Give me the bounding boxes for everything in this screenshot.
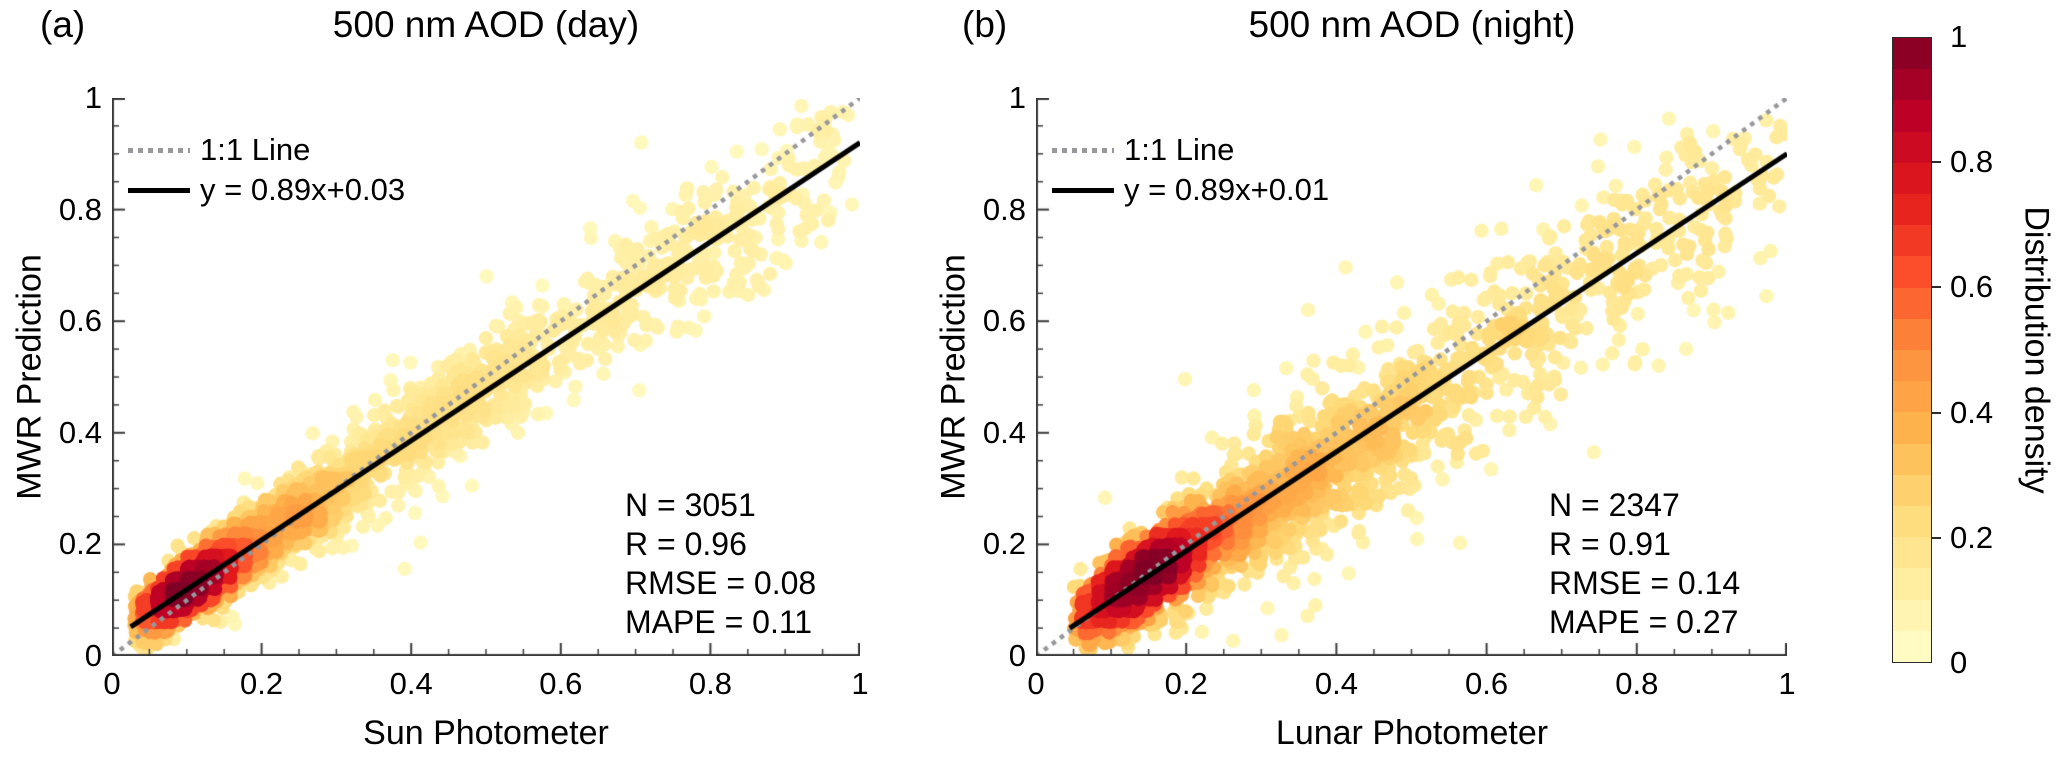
colorbar-tick-mark xyxy=(1932,286,1941,289)
colorbar-tick-mark xyxy=(1932,411,1941,414)
panel-night-xlabel: Lunar Photometer xyxy=(1275,714,1549,752)
colorbar-segment xyxy=(1893,162,1931,195)
x-tick-label: 0.4 xyxy=(389,666,433,701)
legend-fit-label: y = 0.89x+0.03 xyxy=(200,172,406,207)
colorbar-tick-mark xyxy=(1932,161,1941,164)
panel-night-corner-label: (b) xyxy=(962,4,1008,45)
y-tick-label: 0 xyxy=(84,638,102,673)
panel-night-legend: 1:1 Line y = 0.89x+0.01 xyxy=(1052,132,1329,208)
x-tick-label: 0.6 xyxy=(1465,666,1509,701)
stat-rmse: RMSE = 0.14 xyxy=(1549,565,1741,601)
panel-day-legend: 1:1 Line y = 0.89x+0.03 xyxy=(128,132,405,208)
panel-night-stats-box: N = 2347 R = 0.91 RMSE = 0.14 MAPE = 0.2… xyxy=(1549,486,1740,642)
colorbar xyxy=(1892,37,1932,663)
colorbar-segment xyxy=(1893,225,1931,257)
colorbar-tick-label: 0.2 xyxy=(1950,519,1994,555)
colorbar-segment xyxy=(1893,537,1931,569)
stat-mape: MAPE = 0.11 xyxy=(625,604,813,640)
colorbar-segment xyxy=(1893,100,1931,132)
identity-line-sample xyxy=(1052,147,1114,153)
stat-n: N = 2347 xyxy=(1549,487,1680,523)
panel-night-plot-area: 1:1 Line y = 0.89x+0.01 N = 2347 R = 0.9… xyxy=(983,80,1796,701)
y-tick-label: 0.4 xyxy=(982,414,1026,450)
colorbar-tick-mark xyxy=(1932,536,1941,539)
colorbar-segment xyxy=(1893,630,1931,663)
x-tick-label: 0 xyxy=(103,666,121,701)
colorbar-segment xyxy=(1893,381,1931,413)
colorbar-segment xyxy=(1893,38,1931,70)
fit-line-sample xyxy=(128,187,190,193)
stat-n: N = 3051 xyxy=(625,487,756,523)
colorbar-tick-label: 0.8 xyxy=(1950,144,1994,180)
panel-day-stats-box: N = 3051 R = 0.96 RMSE = 0.08 MAPE = 0.1… xyxy=(625,486,816,642)
panel-day-xlabel: Sun Photometer xyxy=(363,714,609,752)
colorbar-ticks xyxy=(1932,37,1942,663)
legend-item-identity-line: 1:1 Line xyxy=(128,132,405,168)
x-tick-label: 0.8 xyxy=(1615,666,1659,701)
scatter-canvas-night xyxy=(1036,98,1787,656)
panel-day-ylabel: MWR Prediction xyxy=(10,254,49,500)
y-tick-label: 0.2 xyxy=(58,526,102,562)
colorbar-segment xyxy=(1893,350,1931,382)
x-tick-label: 0.6 xyxy=(539,666,583,701)
fit-line-sample xyxy=(1052,187,1114,193)
scatter-canvas-day xyxy=(112,98,860,656)
legend-item-fit-line: y = 0.89x+0.01 xyxy=(1052,172,1329,208)
panel-day-corner-label: (a) xyxy=(40,4,86,45)
x-tick-label: 0.4 xyxy=(1314,666,1358,701)
identity-line-sample xyxy=(128,147,190,153)
y-tick-label: 1 xyxy=(1008,80,1026,115)
stat-r: R = 0.91 xyxy=(1549,526,1671,562)
x-tick-label: 1 xyxy=(851,666,869,701)
colorbar-label: Distribution density xyxy=(2017,206,2056,494)
legend-identity-label: 1:1 Line xyxy=(1124,132,1235,167)
x-tick-label: 1 xyxy=(1778,666,1796,701)
stat-rmse: RMSE = 0.08 xyxy=(625,565,817,601)
colorbar-segment xyxy=(1893,287,1931,319)
colorbar-segment xyxy=(1893,69,1931,101)
y-tick-label: 0.6 xyxy=(982,303,1026,339)
y-tick-label: 0.2 xyxy=(982,526,1026,562)
colorbar-segment xyxy=(1893,412,1931,444)
y-tick-label: 0.4 xyxy=(58,414,102,450)
x-tick-label: 0.2 xyxy=(240,666,284,701)
y-tick-label: 0.8 xyxy=(58,191,102,227)
colorbar-tick-label: 1 xyxy=(1950,19,1968,54)
y-tick-label: 0.6 xyxy=(58,303,102,339)
x-tick-label: 0.8 xyxy=(688,666,732,701)
stat-r: R = 0.96 xyxy=(625,526,747,562)
y-tick-label: 1 xyxy=(84,80,102,115)
colorbar-segment xyxy=(1893,474,1931,507)
colorbar-segment xyxy=(1893,599,1931,631)
colorbar-segment xyxy=(1893,131,1931,163)
panel-day-plot-area: 1:1 Line y = 0.89x+0.03 N = 3051 R = 0.9… xyxy=(59,80,869,701)
legend-item-fit-line: y = 0.89x+0.03 xyxy=(128,172,405,208)
x-tick-label: 0 xyxy=(1027,666,1045,701)
colorbar-segment xyxy=(1893,443,1931,475)
y-tick-label: 0.8 xyxy=(982,191,1026,227)
legend-identity-label: 1:1 Line xyxy=(200,132,311,167)
colorbar-segment xyxy=(1893,256,1931,288)
y-tick-label: 0 xyxy=(1008,638,1026,673)
colorbar-segment xyxy=(1893,568,1931,600)
legend-item-identity-line: 1:1 Line xyxy=(1052,132,1329,168)
panel-night-title: 500 nm AOD (night) xyxy=(1248,4,1576,45)
colorbar-tick-label: 0.4 xyxy=(1950,394,1994,430)
colorbar-tick-labels: 0 0.2 0.4 0.6 0.8 1 xyxy=(1950,19,2020,680)
colorbar-segment xyxy=(1893,194,1931,226)
colorbar-segment xyxy=(1893,506,1931,538)
panel-night-ylabel: MWR Prediction xyxy=(934,254,973,500)
stat-mape: MAPE = 0.27 xyxy=(1549,604,1739,640)
colorbar-tick-label: 0.6 xyxy=(1950,269,1994,305)
colorbar-tick-label: 0 xyxy=(1950,645,1968,680)
x-tick-label: 0.2 xyxy=(1164,666,1208,701)
colorbar-segment xyxy=(1893,318,1931,351)
legend-fit-label: y = 0.89x+0.01 xyxy=(1124,172,1330,207)
panel-day-title: 500 nm AOD (day) xyxy=(332,4,640,45)
